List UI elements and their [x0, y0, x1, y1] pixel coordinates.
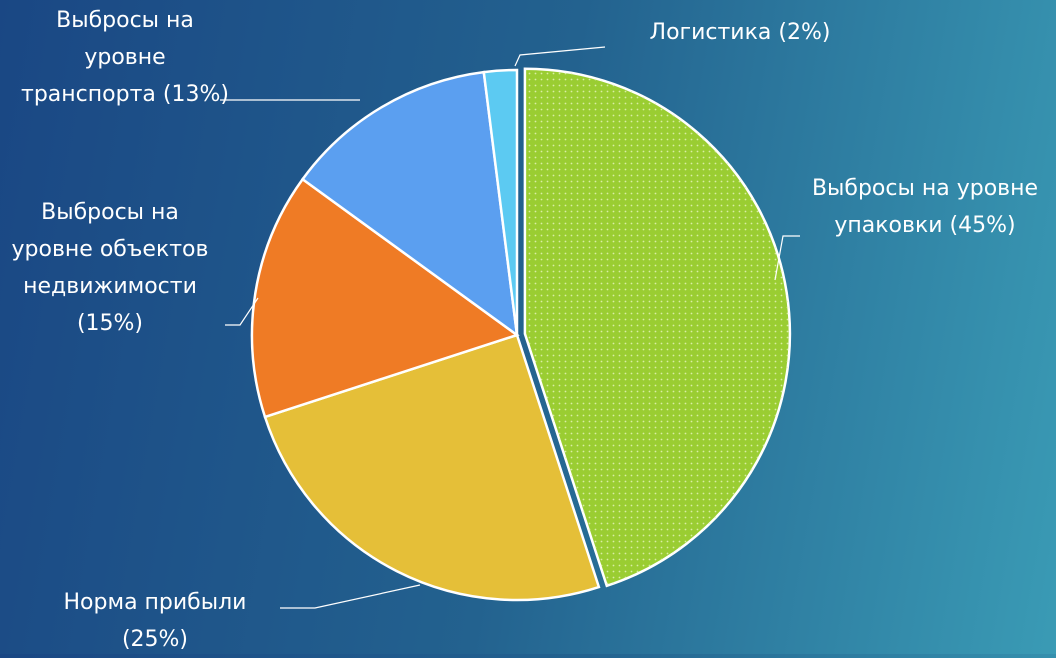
slice-label: Выбросы на уровне транспорта (13%)	[20, 2, 230, 113]
leader-line	[280, 584, 421, 609]
leader-line	[774, 235, 800, 281]
slice-label: Выбросы на уровне упаковки (45%)	[800, 170, 1050, 244]
pie-slice	[250, 177, 520, 419]
slice-label: Норма прибыли (25%)	[30, 584, 280, 658]
category-label: Выбросы на уровне транспорта	[21, 8, 194, 107]
value-label: (15%)	[76, 311, 144, 336]
leader-lines	[220, 46, 800, 609]
value-label: (13%)	[162, 82, 229, 107]
pie-slice	[300, 70, 519, 338]
pie	[250, 67, 792, 602]
leader-line	[514, 46, 606, 67]
pie-slice	[263, 333, 601, 602]
category-label: Выбросы на уровне объектов недвижимости	[11, 200, 209, 299]
category-label: Норма прибыли	[63, 590, 247, 615]
category-label: Логистика	[649, 20, 772, 45]
category-label: Выбросы на уровне упаковки	[811, 176, 1039, 238]
value-label: (45%)	[949, 213, 1016, 238]
pie-slice	[482, 68, 519, 336]
slice-pattern	[524, 68, 790, 586]
slice-label: Логистика (2%)	[590, 14, 890, 51]
slice-label: Выбросы на уровне объектов недвижимости …	[10, 194, 210, 342]
value-label: (25%)	[121, 627, 189, 652]
value-label: (2%)	[778, 20, 831, 45]
leader-line	[225, 297, 259, 326]
